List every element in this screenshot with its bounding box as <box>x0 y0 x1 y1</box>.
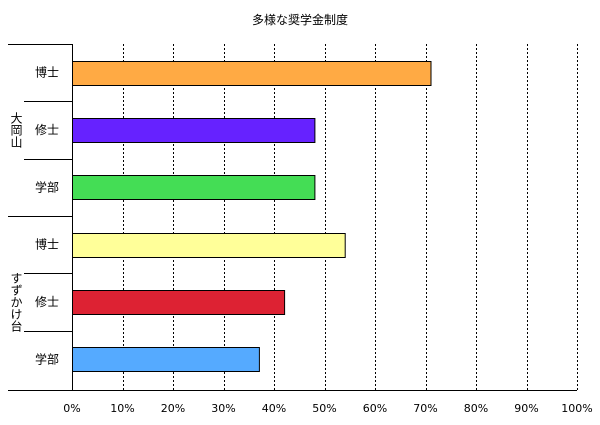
bar <box>72 347 260 372</box>
category-label: 博士 <box>35 65 59 80</box>
x-tick-label: 100% <box>561 402 592 415</box>
x-tick-label: 10% <box>110 402 134 415</box>
bar <box>72 233 346 258</box>
category-label: 修士 <box>35 294 59 309</box>
category-label: 博士 <box>35 237 59 252</box>
x-tick-label: 60% <box>363 402 387 415</box>
x-tick-label: 0% <box>63 402 80 415</box>
x-tick-label: 40% <box>262 402 286 415</box>
x-tick-label: 90% <box>514 402 538 415</box>
bars <box>72 61 432 372</box>
x-tick-labels: 0% 10% 20% 30% 40% 50% 60% 70% 80% 90% 100% <box>63 402 592 415</box>
group-label: 大岡山 <box>9 112 23 148</box>
bar <box>72 61 432 86</box>
category-label: 修士 <box>35 122 59 137</box>
bar <box>72 118 316 143</box>
x-tick-label: 30% <box>211 402 235 415</box>
x-tick-label: 80% <box>464 402 488 415</box>
chart-title: 多様な奨学金制度 <box>252 12 348 27</box>
group-label: すずかけ台 <box>9 272 23 332</box>
x-tick-label: 70% <box>413 402 437 415</box>
bar <box>72 175 316 200</box>
bar <box>72 290 286 315</box>
x-tick-label: 50% <box>312 402 336 415</box>
x-tick-label: 20% <box>161 402 185 415</box>
grid-lines <box>123 44 578 390</box>
axes <box>8 44 577 391</box>
category-label: 学部 <box>35 351 59 366</box>
category-label: 学部 <box>35 179 59 194</box>
